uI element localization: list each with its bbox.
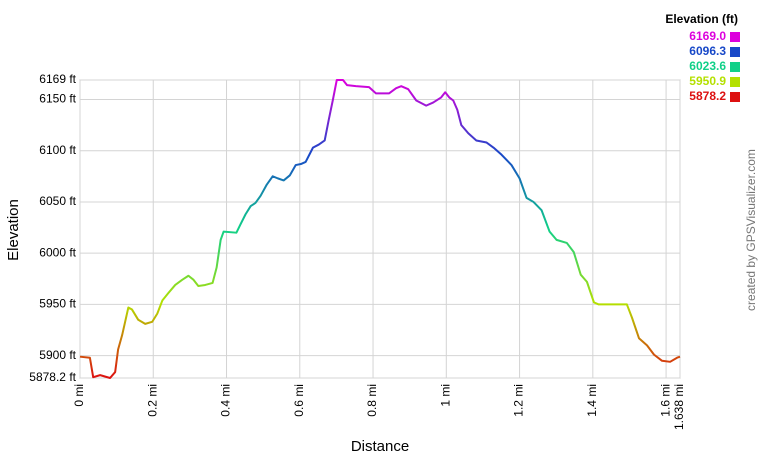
legend-label: 6096.3	[689, 44, 726, 58]
y-tick-label: 6000 ft	[39, 245, 76, 259]
x-tick-label: 1.4 mi	[585, 384, 599, 417]
x-tick-label: 1 mi	[438, 384, 452, 407]
y-axis-title: Elevation	[5, 199, 22, 261]
x-tick-label: 1.2 mi	[512, 384, 526, 417]
credit: created by GPSVisualizer.com	[744, 149, 758, 311]
y-tick-label: 5878.2 ft	[29, 370, 76, 384]
y-tick-label: 6100 ft	[39, 143, 76, 157]
plot-area	[79, 79, 681, 379]
legend-label: 6169.0	[689, 29, 726, 43]
x-tick-label: 0.8 mi	[365, 384, 379, 417]
legend-swatch	[730, 77, 740, 87]
y-tick-label: 6150 ft	[39, 92, 76, 106]
x-tick-label: 0.2 mi	[145, 384, 159, 417]
x-axis-title: Distance	[351, 438, 409, 455]
x-tick-label: 1.6 mi	[658, 384, 672, 417]
y-tick-label: 6169 ft	[39, 72, 76, 86]
legend-title: Elevation (ft)	[665, 12, 738, 26]
y-tick-label: 6050 ft	[39, 194, 76, 208]
x-tick-label: 0.6 mi	[292, 384, 306, 417]
legend-swatch	[730, 62, 740, 72]
x-tick-label: 0 mi	[72, 384, 86, 407]
legend-swatch	[730, 32, 740, 42]
x-tick-label: 1.638 mi	[672, 384, 686, 430]
elevation-line	[79, 79, 681, 379]
y-tick-label: 5950 ft	[39, 297, 76, 311]
legend-swatch	[730, 92, 740, 102]
legend-label: 6023.6	[689, 59, 726, 73]
legend-label: 5878.2	[689, 89, 726, 103]
x-tick-label: 0.4 mi	[219, 384, 233, 417]
y-tick-label: 5900 ft	[39, 348, 76, 362]
legend-swatch	[730, 47, 740, 57]
legend-label: 5950.9	[689, 74, 726, 88]
